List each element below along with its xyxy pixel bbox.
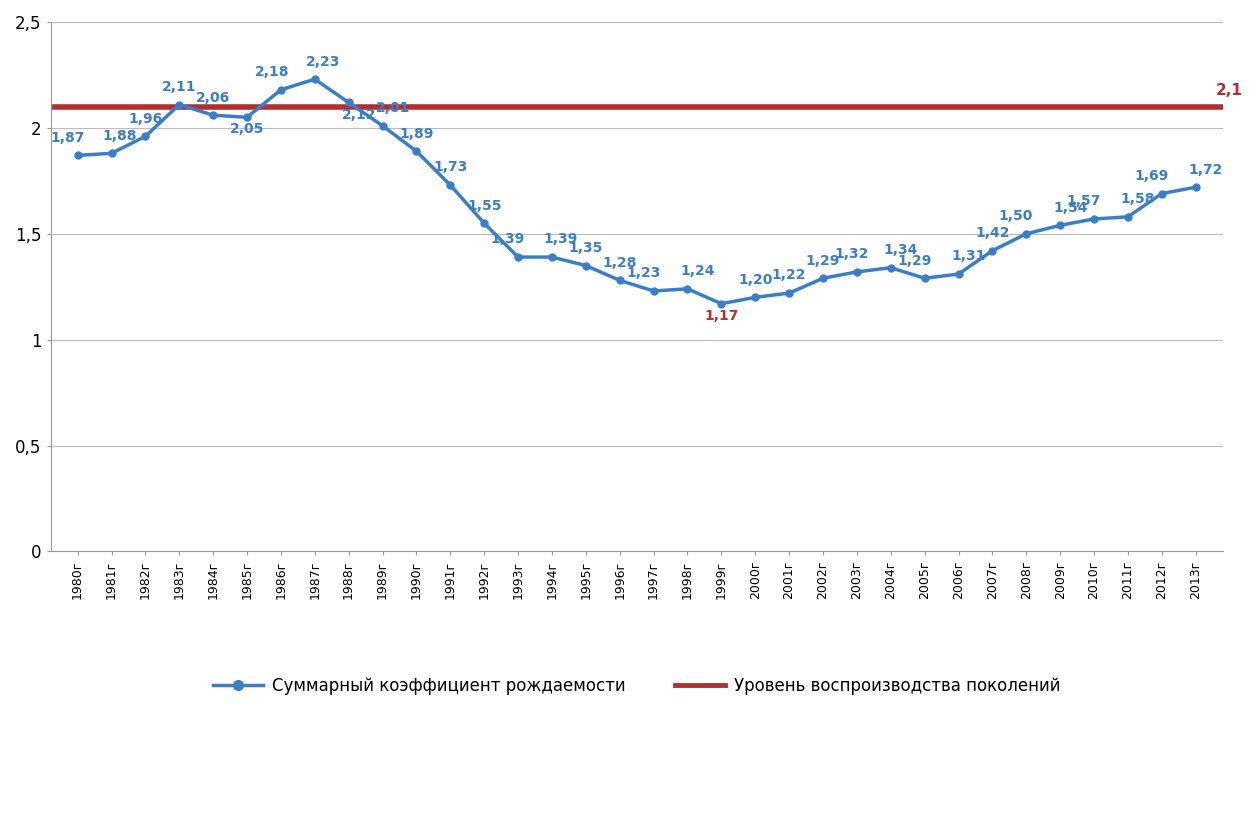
Text: 1,35: 1,35	[569, 241, 603, 255]
Text: 1,20: 1,20	[738, 273, 773, 287]
Text: 2,23: 2,23	[306, 54, 340, 68]
Text: 2,11: 2,11	[162, 80, 196, 94]
Text: 1,57: 1,57	[1066, 194, 1102, 208]
Text: 2,12: 2,12	[341, 108, 376, 122]
Text: 1,54: 1,54	[1053, 201, 1088, 215]
Text: 1,39: 1,39	[491, 233, 525, 247]
Text: 1,24: 1,24	[680, 264, 715, 279]
Text: 1,58: 1,58	[1121, 192, 1156, 206]
Text: 1,31: 1,31	[952, 249, 986, 263]
Text: 2,06: 2,06	[196, 90, 230, 104]
Text: 1,22: 1,22	[772, 269, 806, 283]
Text: 1,17: 1,17	[704, 309, 739, 323]
Text: 1,39: 1,39	[544, 233, 578, 247]
Text: 1,50: 1,50	[998, 210, 1034, 224]
Text: 1,55: 1,55	[467, 199, 501, 213]
Text: 1,89: 1,89	[399, 127, 433, 141]
Text: 1,23: 1,23	[626, 266, 661, 280]
Text: 1,88: 1,88	[103, 129, 137, 143]
Text: 1,42: 1,42	[976, 226, 1010, 240]
Text: 2,18: 2,18	[256, 65, 290, 79]
Text: 1,73: 1,73	[433, 160, 467, 174]
Legend: Суммарный коэффициент рождаемости, Уровень воспроизводства поколений: Суммарный коэффициент рождаемости, Урове…	[206, 671, 1066, 702]
Text: 2,01: 2,01	[375, 101, 410, 115]
Text: 2,05: 2,05	[230, 122, 264, 136]
Text: 1,87: 1,87	[50, 131, 84, 145]
Text: 1,72: 1,72	[1188, 163, 1222, 177]
Text: 1,29: 1,29	[898, 254, 932, 268]
Text: 2,1: 2,1	[1216, 83, 1243, 99]
Text: 1,34: 1,34	[884, 243, 918, 257]
Text: 1,96: 1,96	[128, 112, 162, 126]
Text: 1,28: 1,28	[603, 256, 637, 270]
Text: 1,32: 1,32	[835, 247, 869, 261]
Text: 1,29: 1,29	[806, 254, 840, 268]
Text: 1,69: 1,69	[1134, 169, 1168, 183]
